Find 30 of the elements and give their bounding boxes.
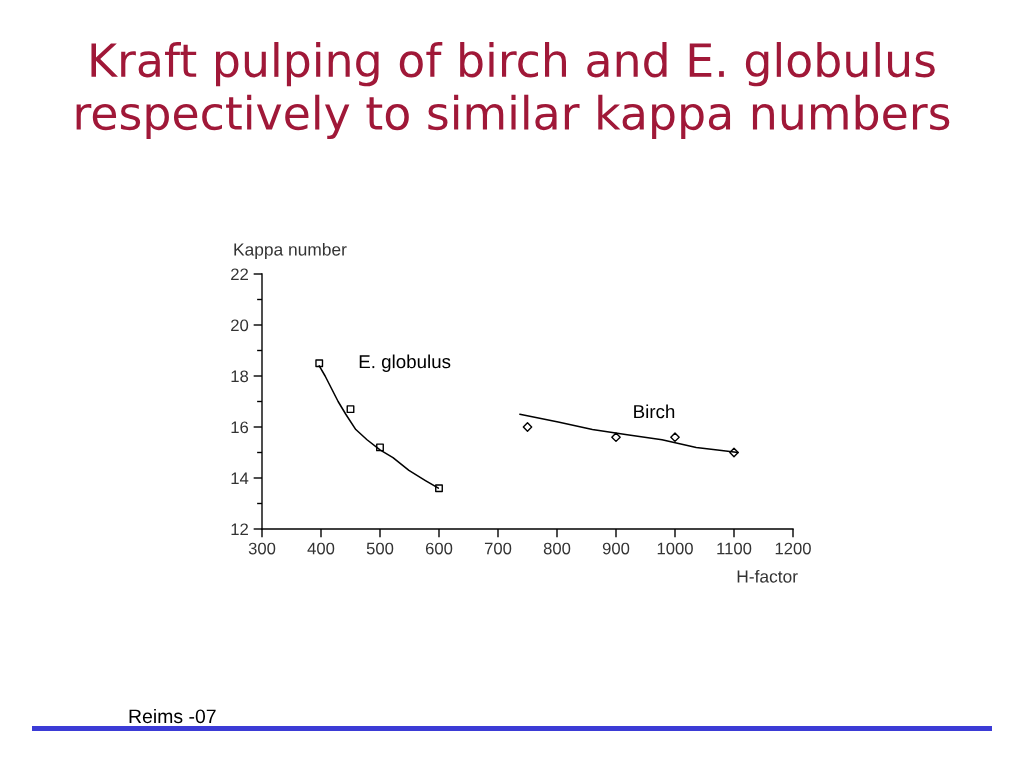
y-tick-label: 14 <box>231 472 249 485</box>
point <box>522 422 533 432</box>
x-tick-label: 1100 <box>717 542 752 555</box>
series-label: E. globulus <box>359 354 451 372</box>
point <box>435 484 443 493</box>
point <box>611 432 621 443</box>
x-tick-label: 1200 <box>775 542 811 555</box>
x-tick-label: 300 <box>248 542 276 555</box>
x-tick-label: 500 <box>366 542 394 555</box>
x-tick-label: 900 <box>602 542 630 555</box>
y-tick-label: 16 <box>231 421 249 434</box>
x-tick-label: 800 <box>543 542 571 555</box>
x-tick-label: 700 <box>484 542 512 555</box>
series-label: Birch <box>634 404 675 419</box>
point <box>376 443 384 452</box>
text: Reims -07 <box>129 708 216 724</box>
x-tick-label: 1000 <box>657 542 693 555</box>
point <box>729 447 739 458</box>
y-tick-label: 12 <box>231 523 248 536</box>
point <box>670 432 680 443</box>
x-tick-label: 400 <box>307 542 335 555</box>
y-tick-label: 20 <box>231 319 249 332</box>
point <box>346 405 355 414</box>
x-axis-title: H-factor <box>737 569 798 583</box>
y-axis-title: Kappa number <box>234 242 347 260</box>
x-tick-label: 600 <box>425 542 453 555</box>
point <box>315 359 324 368</box>
chart-title: Kraft pulping of birch and E. globulus respectively to similar kappa numbers <box>76 42 950 140</box>
y-tick-label: 22 <box>231 268 248 281</box>
y-tick-label: 18 <box>231 370 249 383</box>
